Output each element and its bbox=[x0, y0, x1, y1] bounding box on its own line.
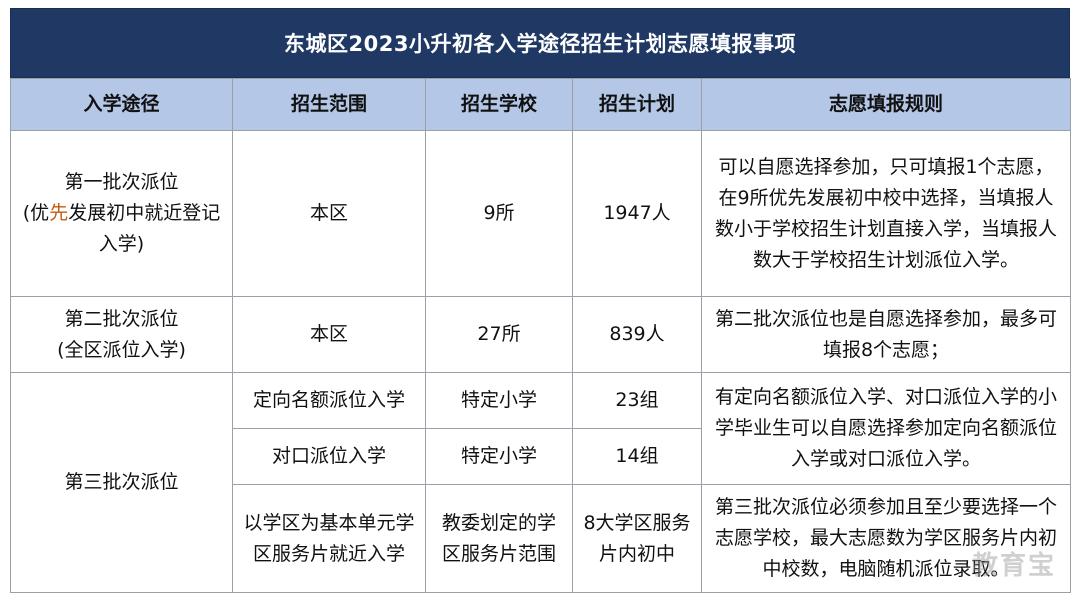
table-row-batch-1: 第一批次派位 (优先发展初中就近登记入学) 本区 9所 1947人 可以自愿选择… bbox=[10, 130, 1071, 297]
header-rules: 志愿填报规则 bbox=[701, 78, 1071, 131]
table-row-batch-3-district: 以学区为基本单元学区服务片就近入学 教委划定的学区服务片范围 8大学区服务片内初… bbox=[11, 484, 1071, 593]
plan-cell: 23组 bbox=[572, 372, 702, 429]
watermark-logo: 教育宝 bbox=[971, 551, 1056, 581]
plan-cell: 8大学区服务片内初中 bbox=[572, 484, 702, 593]
header-schools: 招生学校 bbox=[425, 78, 573, 131]
route-line-2: (优先发展初中就近登记入学) bbox=[19, 198, 224, 260]
header-route: 入学途径 bbox=[10, 78, 233, 131]
table-row-batch-3-directed: 第三批次派位 定向名额派位入学 特定小学 23组 有定向名额派位入学、对口派位入… bbox=[10, 372, 1071, 593]
route-text-pre: (优 bbox=[22, 202, 50, 224]
route-cell: 第三批次派位 bbox=[10, 372, 233, 593]
route-text-post: 发展初中就近登记入学) bbox=[68, 202, 221, 255]
rules-cell: 有定向名额派位入学、对口派位入学的小学毕业生可以自愿选择参加定向名额派位入学或对… bbox=[701, 372, 1071, 485]
schools-cell: 特定小学 bbox=[425, 372, 573, 429]
plan-cell: 14组 bbox=[572, 428, 702, 485]
plan-cell: 839人 bbox=[572, 296, 702, 373]
scope-cell: 本区 bbox=[232, 130, 426, 297]
route-line-1: 第一批次派位 bbox=[64, 171, 179, 193]
schools-cell: 教委划定的学区服务片范围 bbox=[425, 484, 573, 593]
route-cell: 第一批次派位 (优先发展初中就近登记入学) bbox=[10, 130, 233, 297]
table-row-batch-3-paired: 对口派位入学 特定小学 14组 bbox=[11, 428, 1071, 485]
route-line-2: (全区派位入学) bbox=[57, 338, 186, 361]
scope-cell: 定向名额派位入学 bbox=[232, 372, 426, 429]
scope-cell: 以学区为基本单元学区服务片就近入学 bbox=[232, 484, 426, 593]
header-row: 入学途径 招生范围 招生学校 招生计划 志愿填报规则 bbox=[10, 78, 1071, 131]
table-title: 东城区2023小升初各入学途径招生计划志愿填报事项 bbox=[10, 8, 1070, 78]
header-plan: 招生计划 bbox=[572, 78, 702, 131]
scope-cell: 对口派位入学 bbox=[232, 428, 426, 485]
scope-cell: 本区 bbox=[232, 296, 426, 373]
rules-cell: 可以自愿选择参加，只可填报1个志愿，在9所优先发展初中校中选择，当填报人数小于学… bbox=[701, 130, 1071, 297]
schools-cell: 9所 bbox=[425, 130, 573, 297]
schools-cell: 特定小学 bbox=[425, 428, 573, 485]
rules-cell: 第二批次派位也是自愿选择参加，最多可填报8个志愿； bbox=[701, 296, 1071, 373]
schools-cell: 27所 bbox=[425, 296, 573, 373]
enrollment-plan-table: 入学途径 招生范围 招生学校 招生计划 志愿填报规则 第一批次派位 (优先发展初… bbox=[10, 78, 1071, 593]
table-row-batch-2: 第二批次派位 (全区派位入学) 本区 27所 839人 第二批次派位也是自愿选择… bbox=[10, 296, 1071, 373]
plan-cell: 1947人 bbox=[572, 130, 702, 297]
enrollment-table-container: 东城区2023小升初各入学途径招生计划志愿填报事项 入学途径 招生范围 招生学校… bbox=[10, 8, 1071, 596]
route-line-1: 第二批次派位 bbox=[64, 307, 179, 330]
route-text-highlight: 先 bbox=[49, 202, 69, 224]
rules-cell: 第三批次派位必须参加且至少要选择一个志愿学校，最大志愿数为学区服务片内初中校数，… bbox=[701, 484, 1071, 593]
route-cell: 第二批次派位 (全区派位入学) bbox=[10, 296, 233, 373]
header-scope: 招生范围 bbox=[232, 78, 426, 131]
